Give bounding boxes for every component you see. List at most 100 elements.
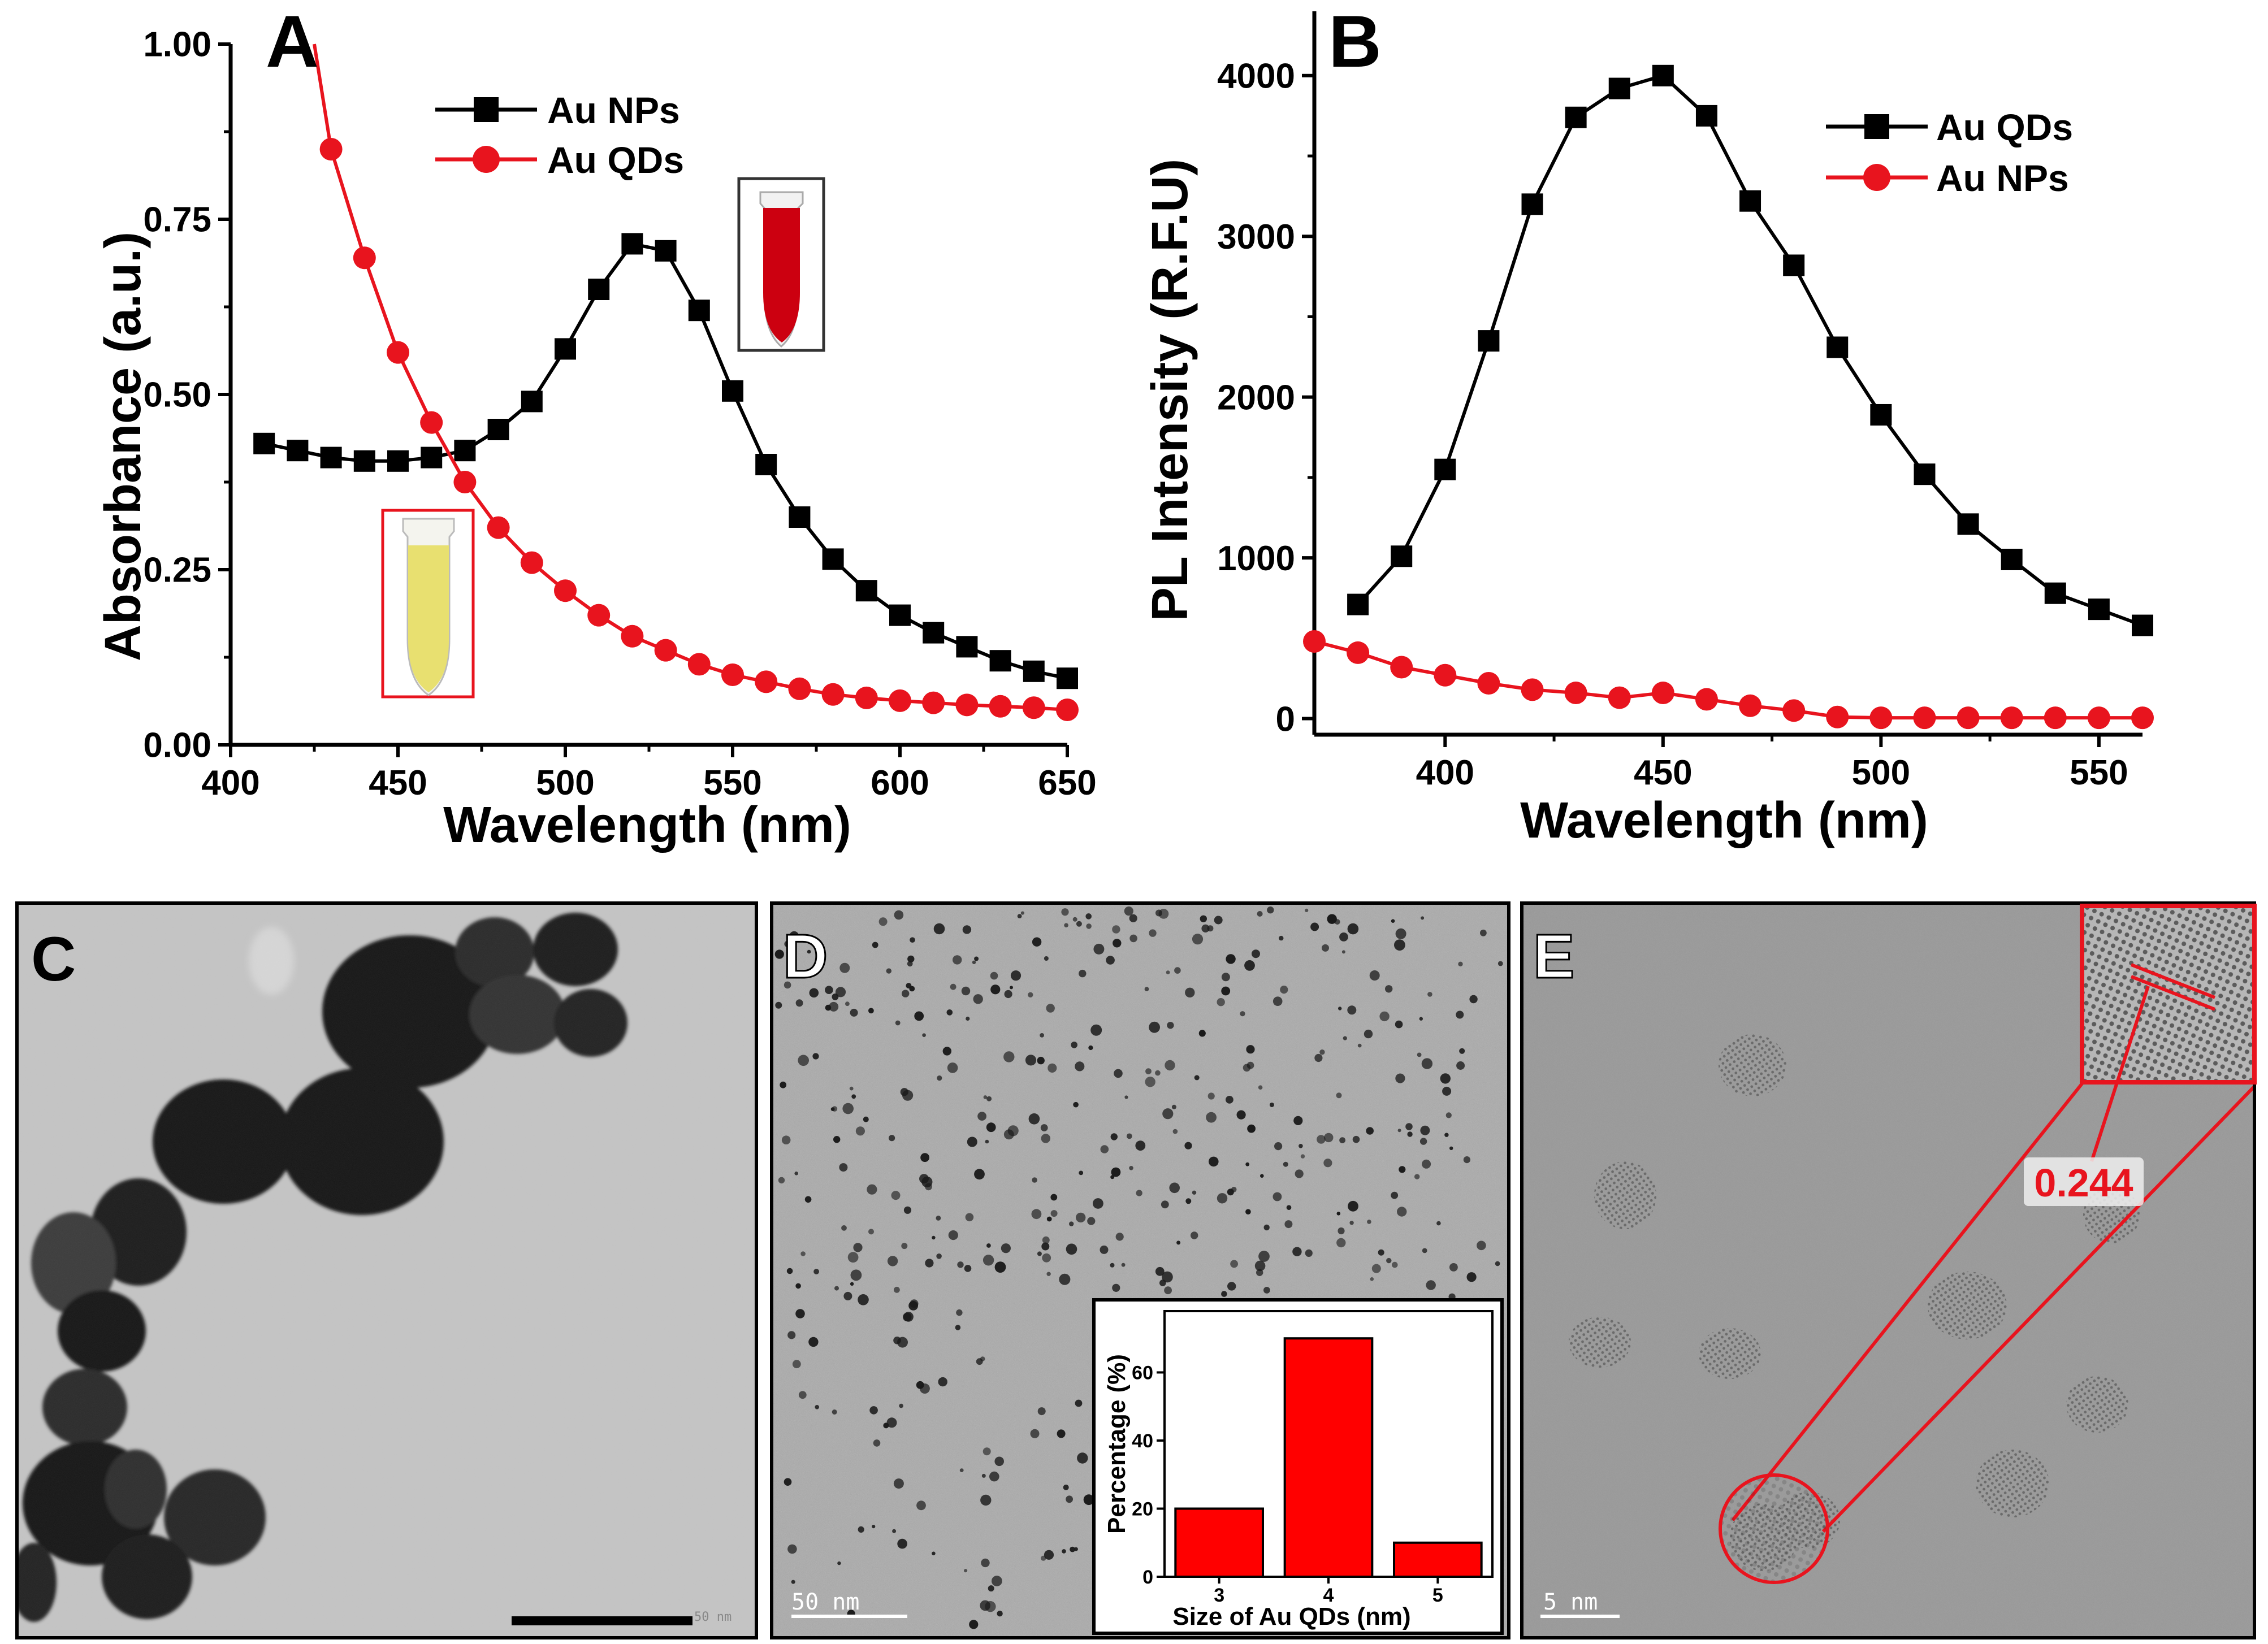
qd-particle [1274,1142,1283,1151]
qd-particle [1338,1007,1342,1010]
qd-particle [829,1001,839,1012]
chart-d-axes: 0 20 40 60 3 4 5 [1132,1310,1494,1606]
qd-particle [850,1008,858,1017]
qd-particle [1378,1249,1384,1256]
x-tick-label: 450 [1634,753,1692,792]
qd-particle [973,994,983,1004]
qd-particle [1042,1236,1050,1244]
qd-particle [1185,987,1195,998]
qd-particle [1357,1043,1362,1048]
qd-particle [1395,1020,1403,1029]
qd-particle [1456,1010,1464,1019]
qd-particle [1226,1096,1233,1104]
qd-particle [1001,1243,1011,1253]
x-tick-label: 550 [2070,753,2128,792]
qd-particle [795,999,803,1007]
data-point [2088,598,2110,621]
qd-particle [1155,1070,1161,1076]
qd-particle [980,1494,992,1506]
data-point [1056,699,1079,721]
qd-particle [789,931,799,940]
data-point [1652,64,1674,86]
qd-particle [938,1377,947,1387]
qd-particle [901,1243,908,1250]
data-point [555,338,576,360]
qd-particle [932,1551,936,1556]
qd-particle [1040,1124,1048,1131]
qd-particle [809,988,819,998]
qd-particle [948,1230,958,1240]
qd-particle [1198,1030,1206,1037]
qd-particle [1231,1187,1237,1192]
qd-particle [990,971,998,980]
chart-d-xlabel: Size of Au QDs (nm) [1172,1603,1410,1630]
data-point [1057,667,1078,689]
qd-particle [967,1137,977,1147]
data-point [755,670,778,693]
qd-particle [964,1569,968,1573]
qd-particle [946,1009,953,1016]
x-tick-label: 650 [1038,764,1096,803]
qd-particle [1121,1263,1126,1267]
qd-particle [1444,1133,1449,1137]
qd-particle [1419,1138,1427,1145]
qd-particle [1032,1177,1037,1183]
data-point [1914,463,1936,485]
qd-particle [784,1478,792,1486]
qd-particle [1136,1190,1142,1196]
chart-b: 400 450 500 550 0 1000 2000 3000 4000 B Waveleng… [1142,0,2154,849]
qd-particle [868,1229,874,1235]
data-point [889,604,911,626]
data-point [1477,671,1500,695]
qd-particle [925,1259,934,1268]
qd-particle [897,1538,907,1549]
y-tick-label: 0.50 [143,376,211,415]
qd-particle [1100,1245,1109,1254]
qd-particle [1226,954,1236,964]
qd-particle [1463,1156,1470,1164]
data-point [2131,706,2154,730]
qd-particle [1072,917,1077,922]
chart-b-ylabel: PL Intensity (R.F.U) [1142,159,1198,621]
vial-inset-red [737,177,825,352]
chart-a-ylabel: Absorbance (a.u.) [95,232,152,661]
qd-particle [969,1620,979,1629]
qd-particle [1422,1159,1431,1169]
y-tick-label: 3000 [1217,218,1295,257]
qd-particle [894,1286,900,1293]
qd-particle [1007,1125,1019,1137]
qd-particle [1066,1495,1073,1503]
qd-particle [1257,911,1263,917]
qd-particle [955,1325,961,1330]
qd-particle [784,940,791,947]
data-point [855,686,878,709]
legend-marker-au-nps-b [1863,164,1890,191]
qd-particle [985,1139,989,1144]
qd-particle [909,986,915,992]
qd-particle [847,1252,859,1263]
data-point [721,663,744,686]
legend-label-au-nps: Au NPs [547,89,680,131]
data-point [521,391,543,413]
chart-a: 400 450 500 550 600 650 0.00 0.25 0.50 0.75 1.00 A… [95,0,1097,853]
qd-particle [1236,1110,1246,1120]
qd-particle [1458,961,1463,967]
qd-particle [1364,1029,1373,1039]
qd-particle [1349,1221,1354,1225]
x-tick-label: 400 [1416,753,1474,792]
qd-particle [1263,1287,1270,1294]
qd-particle [1083,1494,1094,1506]
data-point [387,450,409,472]
qd-particle [1174,967,1181,974]
qd-particle [1466,1272,1477,1282]
qd-particle [1348,1200,1358,1212]
qd-particle [1106,956,1115,965]
data-point [1651,682,1674,705]
qd-particle [1162,1108,1174,1120]
qd-particle [1079,969,1087,978]
qd-particle [986,1122,996,1133]
qd-particle [1272,1192,1282,1201]
histogram-bar [1393,1541,1483,1578]
data-point [2087,706,2110,730]
qd-particle [1031,1209,1042,1220]
